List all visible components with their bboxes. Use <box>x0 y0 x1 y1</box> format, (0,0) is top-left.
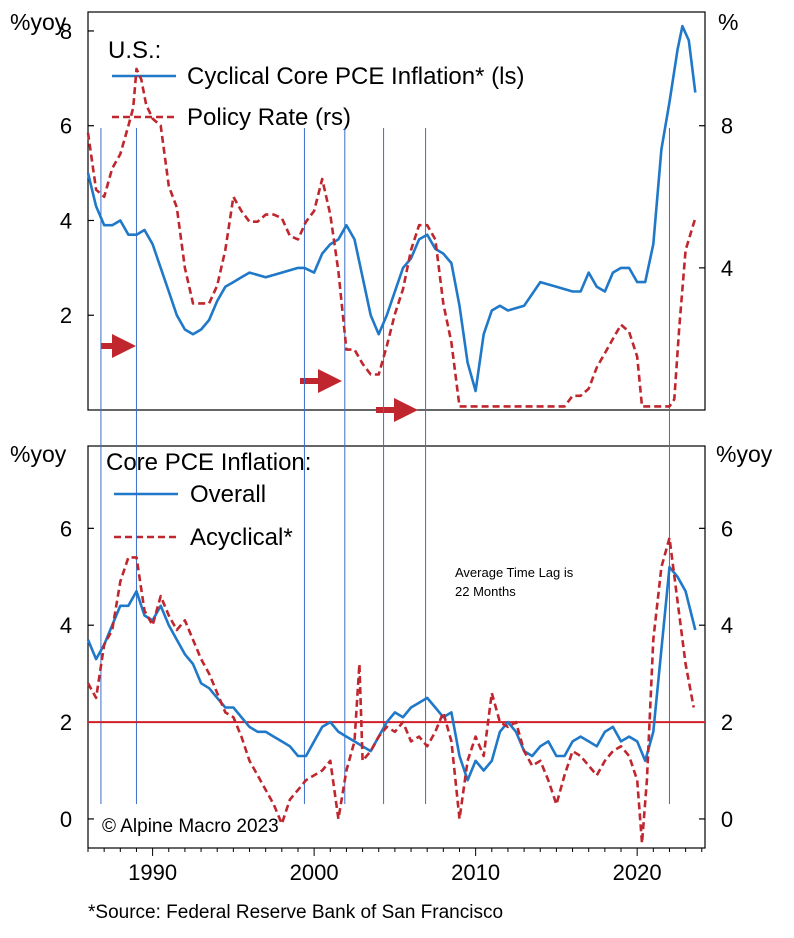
right-axis-tick-label: 4 <box>721 256 733 281</box>
legend-label-overall: Overall <box>190 481 266 508</box>
right-axis-tick-label: 2 <box>721 710 733 735</box>
series-line-cyclical-core-pce-inflation-ls <box>86 24 697 393</box>
time-lag-annotation-line1: Average Time Lag is <box>455 565 574 580</box>
x-axis-tick-label: 2020 <box>613 860 662 885</box>
right-axis-tick-label: 0 <box>721 807 733 832</box>
left-axis-tick-label: 4 <box>60 208 72 233</box>
left-axis-tick-label: 6 <box>60 516 72 541</box>
left-axis-tick-label: 8 <box>60 19 72 44</box>
left-axis-tick-label: 2 <box>60 710 72 735</box>
x-axis-tick-label: 2000 <box>290 860 339 885</box>
series-line-overall <box>86 565 697 782</box>
top-panel-title: U.S.: <box>108 37 161 64</box>
left-axis-tick-label: 6 <box>60 114 72 139</box>
top-right-axis-label: % <box>718 9 738 35</box>
copyright: © Alpine Macro 2023 <box>102 816 279 837</box>
bottom-panel-frame <box>87 445 706 849</box>
bottom-left-axis-label: %yoy <box>10 441 67 467</box>
right-axis-tick-label: 4 <box>721 613 733 638</box>
right-axis-tick-label: 6 <box>721 516 733 541</box>
left-axis-tick-label: 2 <box>60 303 72 328</box>
x-axis-tick-label: 1990 <box>128 860 177 885</box>
legend-label-cyclical: Cyclical Core PCE Inflation* (ls) <box>187 63 524 90</box>
left-axis-tick-label: 0 <box>60 807 72 832</box>
source-note: *Source: Federal Reserve Bank of San Fra… <box>88 902 504 923</box>
legend-label-policy-rate: Policy Rate (rs) <box>187 104 351 131</box>
right-axis-tick-label: 8 <box>721 114 733 139</box>
top-left-axis-label: %yoy <box>10 9 67 35</box>
legend-label-acyclical: Acyclical* <box>190 524 293 551</box>
left-axis-tick-label: 4 <box>60 613 72 638</box>
time-lag-annotation-line2: 22 Months <box>455 584 516 599</box>
x-axis-tick-label: 2010 <box>451 860 500 885</box>
series-line-policy-rate-rs <box>86 67 697 408</box>
series-line-acyclical <box>86 536 695 845</box>
bottom-panel-title: Core PCE Inflation: <box>106 449 311 476</box>
bottom-right-axis-label: %yoy <box>716 441 773 467</box>
